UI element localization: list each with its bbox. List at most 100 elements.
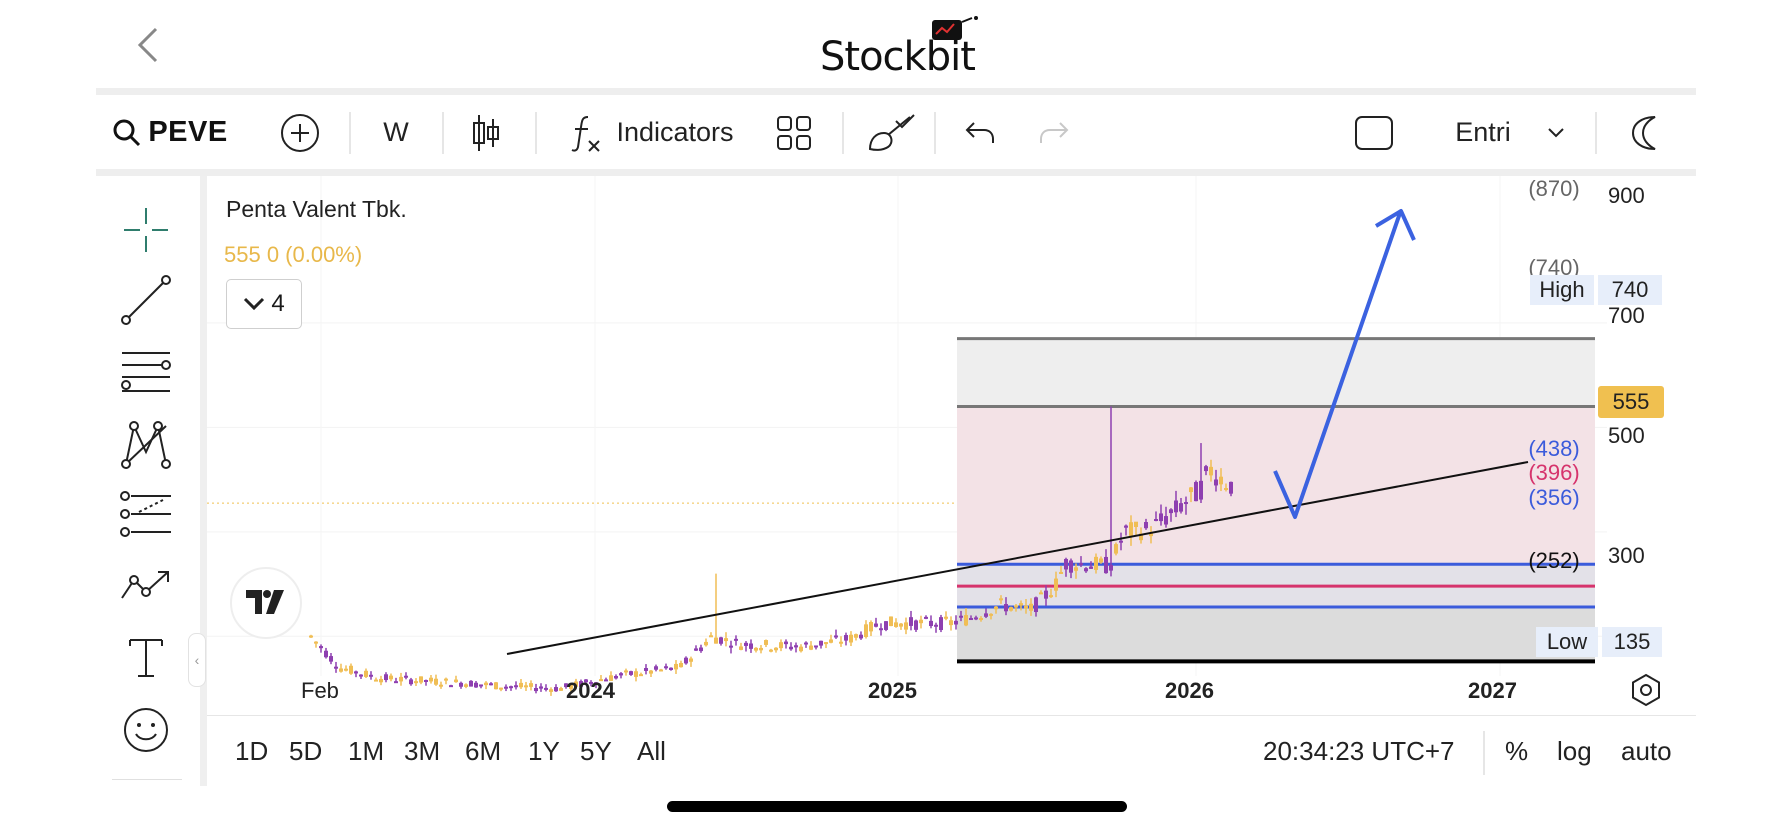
moon-icon <box>1631 115 1656 150</box>
crosshair-icon <box>124 208 168 252</box>
undo-icon <box>965 121 994 143</box>
candle-body <box>1229 481 1233 494</box>
range-6m[interactable]: 6M <box>465 736 502 766</box>
emoji-tool[interactable] <box>114 698 178 762</box>
sidebar-collapse-handle[interactable]: ‹ <box>188 633 206 687</box>
chevron-left-small-icon: ‹ <box>194 652 200 668</box>
candle-body <box>854 634 858 638</box>
range-1m[interactable]: 1M <box>348 736 385 766</box>
candle-body <box>474 682 478 688</box>
range-all[interactable]: All <box>637 736 666 766</box>
crosshair-tool[interactable] <box>114 198 178 262</box>
chevron-down-icon <box>1548 127 1564 137</box>
prediction-tool[interactable] <box>114 482 178 546</box>
candle-body <box>659 669 663 672</box>
candle-body <box>559 688 563 691</box>
candle-body <box>419 676 423 683</box>
candle-body <box>1154 519 1158 522</box>
undo-button[interactable] <box>960 96 1000 169</box>
templates-button[interactable] <box>774 96 814 169</box>
redo-button[interactable] <box>1034 96 1074 169</box>
y-tick-900: 900 <box>1608 183 1645 208</box>
auto-scale-toggle[interactable]: auto <box>1621 736 1672 766</box>
interval-button[interactable]: W <box>376 96 416 169</box>
fib-label-252: (252) <box>1528 548 1580 573</box>
layout-dropdown[interactable]: Entri <box>1436 96 1584 169</box>
candle-body <box>719 637 723 644</box>
drawing-toggle-button[interactable] <box>864 96 920 169</box>
indicators-button[interactable]: Indicators <box>562 96 742 169</box>
back-button[interactable] <box>128 20 168 70</box>
square-icon <box>1355 115 1393 150</box>
grid-icon <box>777 115 811 150</box>
candle-body <box>744 642 748 646</box>
log-scale-toggle[interactable]: log <box>1557 736 1592 766</box>
trend-line-tool[interactable] <box>114 268 178 332</box>
symbol-search[interactable]: PEVE <box>110 96 230 169</box>
candle-body <box>624 670 628 673</box>
drawing-sidebar <box>96 176 200 780</box>
range-5d[interactable]: 5D <box>289 736 323 766</box>
range-1d[interactable]: 1D <box>235 736 269 766</box>
logo-text: Stockbit <box>820 34 976 80</box>
sidebar-bottom-divider <box>112 779 182 780</box>
candle-body <box>1044 590 1048 599</box>
candle-body <box>1054 578 1058 591</box>
range-3m[interactable]: 3M <box>404 736 441 766</box>
chart-settings-button[interactable] <box>1628 672 1664 708</box>
fib-retracement-tool[interactable] <box>114 340 178 404</box>
path-tool[interactable] <box>114 554 178 618</box>
candle-body <box>1109 565 1113 571</box>
pattern-tool[interactable] <box>114 412 178 476</box>
chart-type-button[interactable] <box>466 96 506 169</box>
candle-body <box>1064 558 1068 570</box>
toolbar-divider <box>349 112 351 154</box>
chart-canvas[interactable] <box>207 176 1696 716</box>
candle-body <box>374 679 378 682</box>
candle-body <box>759 647 763 651</box>
range-5y[interactable]: 5Y <box>580 736 612 766</box>
candle-body <box>724 638 728 642</box>
high-label-tag: High <box>1530 275 1594 305</box>
fullscreen-button[interactable] <box>1352 96 1396 169</box>
chevron-left-icon <box>137 27 158 63</box>
clock-timezone[interactable]: 20:34:23 UTC+7 <box>1263 736 1455 766</box>
bottom-separator <box>207 715 1696 716</box>
candle-body <box>779 642 783 649</box>
text-tool[interactable] <box>114 626 178 690</box>
candle-body <box>424 679 428 682</box>
candle-body <box>589 681 593 685</box>
logo-mark-icon <box>932 16 978 40</box>
candle-body <box>879 628 883 631</box>
candle-body <box>1214 479 1218 486</box>
candle-body <box>859 634 863 639</box>
compare-button[interactable] <box>278 96 322 169</box>
toolbar-divider <box>842 112 844 154</box>
candle-body <box>1059 571 1063 574</box>
candle-body <box>629 671 633 675</box>
indicators-collapse-toggle[interactable]: 4 <box>226 279 302 329</box>
candle-body <box>989 613 993 616</box>
candle-body <box>1194 482 1198 502</box>
candle-body <box>529 683 533 687</box>
candle-body <box>1184 502 1188 505</box>
candle-body <box>984 613 988 617</box>
candle-body <box>324 650 328 658</box>
range-1y[interactable]: 1Y <box>528 736 560 766</box>
candle-body <box>899 623 903 627</box>
candle-body <box>439 684 443 687</box>
tradingview-logo[interactable] <box>230 567 302 639</box>
candle-body <box>454 679 458 683</box>
theme-toggle-button[interactable] <box>1624 96 1664 169</box>
fib-zone-bottom <box>957 607 1595 662</box>
percent-scale-toggle[interactable]: % <box>1505 736 1529 766</box>
fib-retracement-icon <box>121 352 171 392</box>
candle-body <box>919 619 923 624</box>
candle-body <box>1144 522 1148 529</box>
price-chart[interactable] <box>207 176 1696 716</box>
candle-body <box>579 681 583 687</box>
candle-body <box>519 682 523 688</box>
candlestick-series <box>309 406 1233 696</box>
candle-body <box>884 621 888 630</box>
candle-body <box>979 618 983 621</box>
